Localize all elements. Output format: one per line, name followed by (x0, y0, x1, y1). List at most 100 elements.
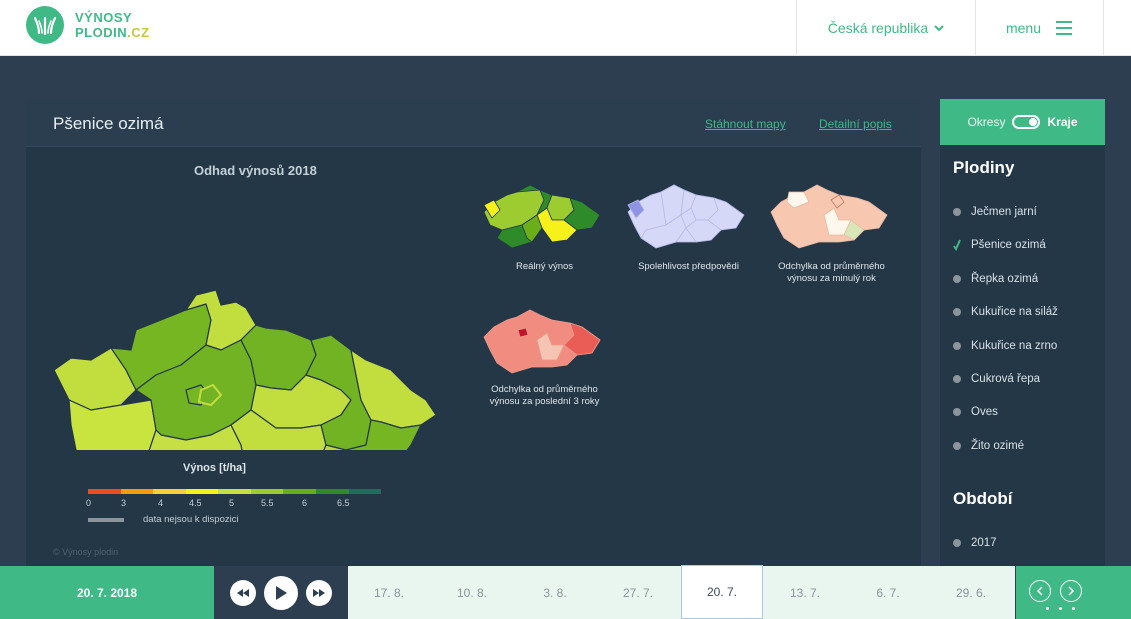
deviation-last-year-map[interactable] (769, 180, 894, 250)
deviation-three-years-label-line2: výnosu za poslední 3 roky (489, 396, 600, 407)
country-label: Česká republika (827, 20, 929, 36)
legend-color-swatch (315, 489, 349, 494)
bullet-icon (953, 442, 961, 450)
download-maps-link[interactable]: Stáhnout mapy (705, 117, 786, 131)
chevron-left-icon (1036, 586, 1043, 596)
logo[interactable]: VÝNOSY PLODIN.CZ (26, 6, 150, 44)
timeline-date[interactable]: 17. 8. (373, 585, 405, 600)
legend-color-swatch (250, 489, 284, 494)
legend-no-data-swatch (88, 518, 124, 522)
play-button[interactable] (264, 575, 298, 610)
timeline-date[interactable]: 6. 7. (876, 585, 900, 600)
period-item[interactable]: 2017 (953, 535, 997, 551)
toggle-option-okresy[interactable]: Okresy (967, 115, 1006, 129)
timeline-date[interactable]: 10. 8. (456, 585, 488, 600)
toggle-option-kraje[interactable]: Kraje (1047, 115, 1078, 129)
checkmark-icon (953, 239, 961, 251)
prediction-reliability-map[interactable] (626, 180, 751, 250)
bullet-icon (953, 375, 961, 383)
toggle-knob (1029, 118, 1038, 126)
fast-forward-button[interactable] (306, 579, 332, 606)
deviation-last-year-label-line1: Odchylka od průměrného (778, 261, 885, 272)
crop-label: Oves (971, 406, 998, 418)
logo-name: PLODIN (75, 25, 128, 40)
bullet-icon (953, 308, 961, 316)
crop-item[interactable]: Žito ozimé (953, 438, 1024, 454)
region-jihocesky (148, 424, 243, 450)
legend-color-swatch (348, 489, 382, 494)
sidebar: Plodiny Ječmen jarní Pšenice ozimá Řepka… (940, 145, 1105, 566)
real-yield-label: Reálný výnos (515, 261, 574, 272)
hamburger-icon (1056, 21, 1073, 35)
current-date-display: 20. 7. 2018 (0, 566, 214, 619)
bullet-icon (953, 342, 961, 350)
crops-heading: Plodiny (953, 158, 1015, 177)
crop-label: Kukuřice na siláž (971, 306, 1058, 318)
crop-item[interactable]: Ječmen jarní (953, 204, 1037, 220)
legend-tick: 6.5 (337, 498, 350, 508)
deviation-three-years-map[interactable] (482, 305, 607, 375)
crop-label: Pšenice ozimá (971, 239, 1046, 251)
region-level-toggle[interactable]: Okresy Kraje (940, 99, 1105, 145)
legend-color-swatch (153, 489, 186, 494)
fast-forward-icon (313, 588, 325, 597)
logo-tld: .CZ (127, 25, 150, 40)
country-selector[interactable]: Česká republika (796, 0, 976, 56)
deviation-last-year-label-line2: výnosu za minulý rok (787, 273, 876, 284)
legend-color-swatch (120, 489, 154, 494)
logo-line2: PLODIN.CZ (75, 25, 150, 40)
toggle-switch[interactable] (1012, 115, 1041, 129)
legend-color-swatch (283, 489, 316, 494)
timeline-prev-button[interactable] (1029, 580, 1051, 602)
chevron-down-icon (934, 24, 944, 31)
crop-item[interactable]: Kukuřice na siláž (953, 304, 1058, 320)
legend-tick: 5.5 (261, 498, 274, 508)
legend-color-bar (88, 489, 382, 494)
timeline-date-active[interactable]: 20. 7. (681, 565, 763, 619)
deviation-three-years-label-line1: Odchylka od průměrného (491, 384, 598, 395)
crop-label: Žito ozimé (971, 440, 1025, 452)
legend-tick: 3 (121, 498, 127, 508)
top-header: VÝNOSY PLODIN.CZ Česká republika menu (0, 0, 1131, 56)
detail-description-link[interactable]: Detailní popis (819, 117, 892, 131)
legend-tick: 4 (158, 498, 164, 508)
real-yield-map[interactable] (482, 180, 607, 250)
menu-button[interactable]: menu (976, 0, 1104, 56)
crop-item[interactable]: Řepka ozimá (953, 271, 1038, 287)
legend-tick: 4.5 (189, 498, 202, 508)
timeline-dates: 17. 8. 10. 8. 3. 8. 27. 7. 20. 7. 13. 7.… (348, 565, 1015, 619)
bullet-icon (953, 539, 961, 547)
bullet-icon (953, 275, 961, 283)
crop-item[interactable]: Kukuřice na zrno (953, 338, 1057, 354)
panel-header: Pšenice ozimá Stáhnout mapy Detailní pop… (26, 100, 921, 147)
pagination-dots (1041, 607, 1080, 610)
crop-label: Cukrová řepa (971, 373, 1041, 385)
timeline-date[interactable]: 29. 6. (955, 585, 987, 600)
crop-label: Řepka ozimá (971, 273, 1039, 285)
crop-item-selected[interactable]: Pšenice ozimá (953, 237, 1046, 253)
crop-item[interactable]: Oves (953, 404, 998, 420)
main-map-title: Odhad výnosů 2018 (194, 163, 317, 178)
bullet-icon (953, 208, 961, 216)
timeline-date[interactable]: 3. 8. (543, 585, 567, 600)
period-heading: Období (953, 489, 1013, 508)
legend-tick: 0 (86, 498, 92, 508)
legend-color-swatch (185, 489, 219, 494)
region-vysocina (230, 409, 327, 450)
timeline-date[interactable]: 13. 7. (789, 585, 821, 600)
rewind-button[interactable] (230, 579, 256, 606)
menu-label: menu (1005, 20, 1042, 36)
crop-item[interactable]: Cukrová řepa (953, 371, 1040, 387)
legend-color-swatch (218, 489, 251, 494)
legend-color-swatch (88, 489, 121, 494)
timeline-date[interactable]: 27. 7. (622, 585, 654, 600)
copyright: © Výnosy plodin (53, 547, 119, 557)
region-zlinsky (345, 419, 422, 450)
chevron-right-icon (1068, 586, 1075, 596)
timeline-navigation (1016, 566, 1131, 619)
main-yield-map[interactable] (51, 200, 471, 450)
legend-tick: 6 (302, 498, 308, 508)
legend-tick: 5 (229, 498, 235, 508)
deviation-last-year-label: Odchylka od průměrného výnosu za minulý … (761, 261, 902, 285)
timeline-next-button[interactable] (1060, 580, 1082, 602)
